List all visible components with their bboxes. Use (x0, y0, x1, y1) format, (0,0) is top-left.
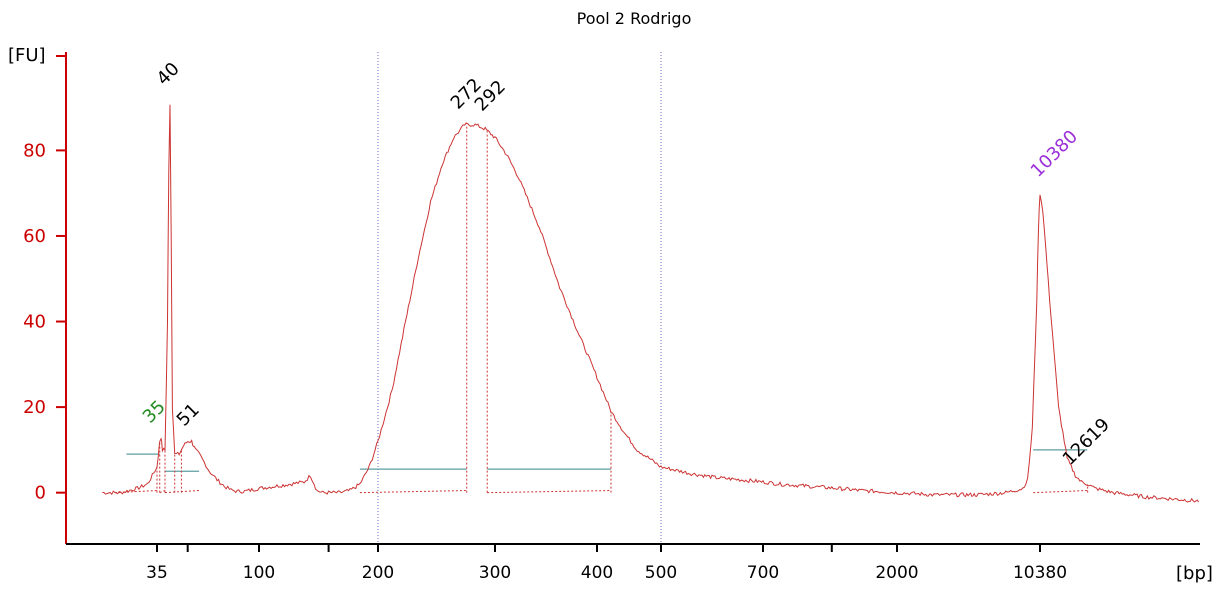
peak-label: 10380 (1027, 126, 1082, 181)
fluorescence-trace (102, 104, 1200, 503)
x-tick-label: 500 (645, 563, 677, 583)
x-tick-label: 200 (362, 563, 394, 583)
trace-line (102, 104, 1200, 503)
baseline-segment (164, 490, 200, 494)
peak-label: 12619 (1059, 414, 1114, 469)
x-tick-label: 400 (581, 563, 613, 583)
region-bars (126, 449, 1088, 472)
y-tick-label: 0 (35, 483, 46, 504)
peak-label: 40 (153, 58, 184, 89)
x-tick-label: 2000 (875, 563, 918, 583)
ladder-markers (377, 52, 662, 544)
x-tick-label: 100 (243, 563, 275, 583)
x-axis-label: [bp] (1176, 563, 1213, 584)
baseline-segment (159, 490, 166, 494)
y-tick-labels: 0 20 40 60 80 (23, 55, 66, 504)
y-tick-label: 20 (23, 397, 46, 418)
y-tick-label: 80 (23, 140, 46, 161)
x-tick-labels: 35 100 200 300 400 500 700 2000 10380 (146, 544, 1067, 583)
baseline-segment (1033, 490, 1088, 494)
baseline-segment (487, 490, 612, 494)
chart-title: Pool 2 Rodrigo (577, 9, 692, 28)
peak-label: 51 (173, 399, 204, 430)
baseline-segment (114, 490, 158, 494)
y-tick-label: 40 (23, 312, 46, 333)
x-tick-label: 10380 (1013, 563, 1067, 583)
y-tick-label: 60 (23, 226, 46, 247)
x-tick-label: 300 (479, 563, 511, 583)
y-axis-label: [FU] (8, 45, 46, 66)
x-tick-label: 35 (146, 563, 168, 583)
axes (65, 52, 1200, 545)
baseline-segment (359, 490, 467, 494)
x-tick-label: 700 (747, 563, 779, 583)
